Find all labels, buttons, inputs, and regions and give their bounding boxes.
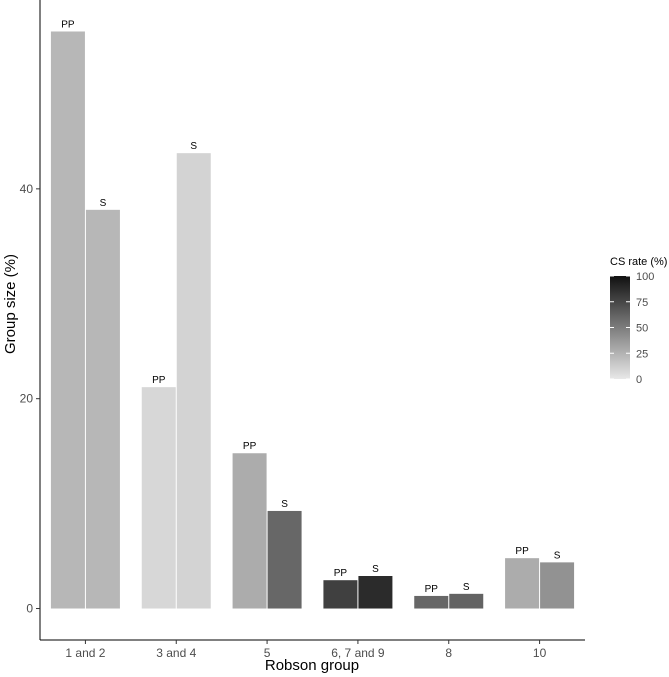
bar-pp-5 bbox=[505, 558, 540, 609]
bar-label-s-4: S bbox=[463, 582, 470, 593]
bar-label-pp-2: PP bbox=[243, 441, 257, 452]
x-tick-label-2: 5 bbox=[264, 646, 271, 660]
legend-tick-label-3: 75 bbox=[636, 297, 648, 309]
x-axis: 1 and 2 3 and 4 5 6, 7 and 9 8 10 bbox=[40, 639, 585, 660]
plot-area: PP S PP S PP S PP S PP S PP S bbox=[50, 19, 575, 609]
bar-label-pp-5: PP bbox=[515, 546, 529, 557]
bar-s-5 bbox=[540, 562, 575, 609]
legend-title: CS rate (%) bbox=[610, 256, 667, 268]
legend-colorbar bbox=[610, 276, 630, 379]
x-tick-label-0: 1 and 2 bbox=[65, 646, 105, 660]
y-tick-label-2: 40 bbox=[20, 182, 34, 196]
bar-pp-1 bbox=[141, 387, 176, 609]
bar-pp-3 bbox=[323, 580, 358, 609]
legend-tick-label-4: 100 bbox=[636, 271, 654, 283]
bar-pp-2 bbox=[232, 453, 267, 609]
bar-label-pp-1: PP bbox=[152, 375, 166, 386]
legend: CS rate (%) 0 25 50 75 100 bbox=[610, 256, 667, 386]
x-tick-label-1: 3 and 4 bbox=[156, 646, 196, 660]
y-tick-label-0: 0 bbox=[26, 602, 33, 616]
y-axis: 0 20 40 bbox=[20, 0, 41, 640]
bar-pp-4 bbox=[414, 595, 449, 609]
bar-s-0 bbox=[85, 209, 120, 609]
x-tick-label-5: 10 bbox=[533, 646, 547, 660]
x-axis-title: Robson group bbox=[265, 657, 359, 674]
bar-label-s-2: S bbox=[281, 499, 288, 510]
bar-label-s-3: S bbox=[372, 564, 379, 575]
bar-s-1 bbox=[176, 153, 211, 609]
bar-s-3 bbox=[358, 576, 393, 609]
x-tick-label-4: 8 bbox=[445, 646, 452, 660]
x-tick-label-3: 6, 7 and 9 bbox=[331, 646, 385, 660]
bar-pp-0 bbox=[50, 31, 85, 609]
bar-label-pp-3: PP bbox=[334, 568, 348, 579]
bar-label-s-5: S bbox=[554, 550, 561, 561]
bar-s-4 bbox=[449, 593, 484, 609]
legend-ticks: 0 25 50 75 100 bbox=[610, 271, 654, 386]
bar-label-pp-0: PP bbox=[61, 19, 75, 30]
bar-s-2 bbox=[267, 510, 302, 609]
legend-tick-label-2: 50 bbox=[636, 323, 648, 335]
y-tick-label-1: 20 bbox=[20, 392, 34, 406]
bar-label-s-0: S bbox=[100, 198, 107, 209]
bar-label-pp-4: PP bbox=[425, 584, 439, 595]
legend-tick-label-0: 0 bbox=[636, 374, 642, 386]
y-axis-title: Group size (%) bbox=[2, 254, 19, 354]
legend-tick-label-1: 25 bbox=[636, 348, 648, 360]
bar-label-s-1: S bbox=[190, 141, 197, 152]
